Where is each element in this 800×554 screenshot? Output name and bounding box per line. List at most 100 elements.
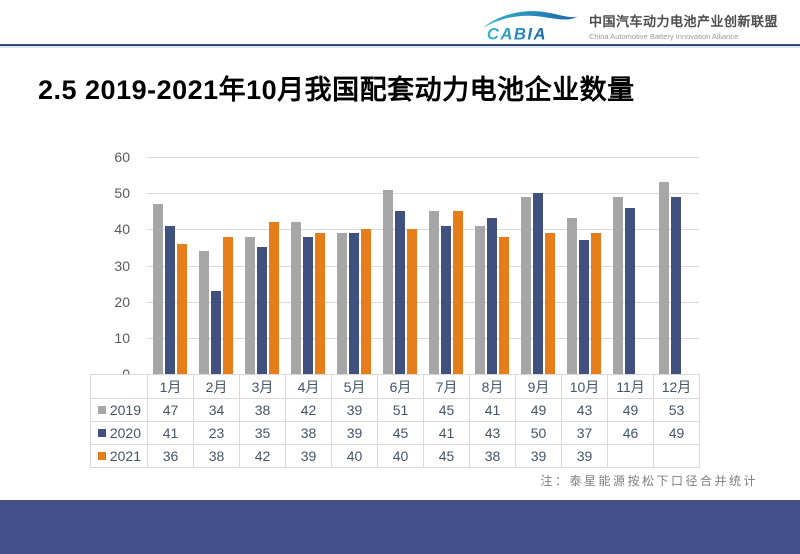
bar-group-1月 [147,157,193,374]
table-value-cell: 49 [516,399,562,422]
table-value-cell: 53 [654,399,700,422]
table-header-row: 1月 2月 3月 4月 5月 6月 7月 8月 9月 10月 11月 12月 [91,375,700,399]
month-header-cell: 11月 [608,375,654,399]
month-header-cell: 4月 [286,375,332,399]
legend-2019: 2019 [91,399,148,422]
org-names: 中国汽车动力电池产业创新联盟 China Automotive Battery … [589,11,778,41]
table-value-cell: 37 [562,422,608,445]
bar-2020-9月 [533,193,543,374]
table-value-cell: 42 [286,399,332,422]
table-value-cell: 49 [608,399,654,422]
bar-group-7月 [423,157,469,374]
month-header-cell: 2月 [194,375,240,399]
table-value-cell: 38 [286,422,332,445]
month-header-cell: 7月 [424,375,470,399]
bar-2019-5月 [337,232,347,374]
table-value-cell: 39 [286,445,332,468]
table-row-2020: 2020 41 23 35 38 39 45 41 43 50 37 46 49 [91,422,700,445]
table-value-cell: 45 [424,399,470,422]
bar-group-4月 [285,157,331,374]
month-header-cell: 8月 [470,375,516,399]
svg-text:CABIA: CABIA [487,25,547,44]
bar-2019-12月 [659,182,669,374]
bar-2020-1月 [165,225,175,374]
plot-area [147,157,699,375]
bar-2019-4月 [291,222,301,374]
bar-group-3月 [239,157,285,374]
bar-2020-6月 [395,211,405,374]
y-tick-label: 30 [114,257,130,274]
table-value-cell: 39 [332,422,378,445]
table-value-cell: 42 [240,445,286,468]
month-header-cell: 1月 [148,375,194,399]
gridline [147,193,699,195]
legend-label: 2019 [109,402,141,418]
bar-2019-1月 [153,204,163,374]
y-tick-label: 10 [114,329,130,346]
table-value-cell: 39 [332,399,378,422]
page-title: 2.5 2019-2021年10月我国配套动力电池企业数量 [38,75,635,105]
gridline [147,265,699,267]
bar-2020-4月 [303,236,313,374]
bar-group-8月 [469,157,515,374]
y-tick-label: 50 [114,185,130,202]
table-value-cell: 41 [424,422,470,445]
gridline [147,301,699,303]
org-name-en: China Automotive Battery Innovation Alli… [588,32,739,41]
bar-2019-3月 [245,236,255,374]
table-value-cell: 39 [562,445,608,468]
bar-2021-8月 [499,236,509,374]
bar-2021-2月 [223,236,233,374]
table-row-2019: 2019 47 34 38 42 39 51 45 41 49 43 49 53 [91,399,700,422]
legend-2020: 2020 [91,422,148,445]
bar-2021-6月 [407,229,417,374]
legend-swatch-icon [97,429,106,437]
bar-2020-11月 [625,207,635,374]
legend-label: 2020 [109,425,141,441]
table-value-cell: 38 [470,445,516,468]
bar-2019-8月 [475,225,485,374]
table-value-cell: 36 [148,445,194,468]
bar-group-12月 [653,157,699,374]
gridline [147,157,699,158]
bar-2020-7月 [441,225,451,374]
bar-2019-10月 [567,218,577,374]
table-value-cell: 39 [516,445,562,468]
bar-2021-5月 [361,229,371,374]
table-value-cell: 50 [516,422,562,445]
y-tick-label: 20 [114,293,130,310]
bar-group-2月 [193,157,239,374]
month-header-cell: 10月 [562,375,608,399]
table-value-cell: 38 [240,399,286,422]
bar-group-11月 [607,157,653,374]
bar-2020-3月 [257,247,267,374]
y-tick-label: 60 [114,149,130,165]
bar-2019-2月 [199,251,209,374]
footer-band [0,500,800,554]
bar-2021-3月 [269,222,279,374]
legend-swatch-icon [97,406,106,414]
bar-2019-7月 [429,211,439,374]
bar-2019-11月 [613,196,623,374]
table-value-cell: 46 [608,422,654,445]
table-value-cell: 34 [194,399,240,422]
bar-2019-6月 [383,189,393,374]
month-header-cell: 12月 [654,375,700,399]
month-header-cell: 9月 [516,375,562,399]
bar-2019-9月 [521,196,531,374]
table-value-cell: 41 [148,422,194,445]
y-axis-labels: 0102030405060 [90,149,138,382]
table-value-cell: 35 [240,422,286,445]
legend-2021: 2021 [91,445,148,468]
bar-group-10月 [561,157,607,374]
bar-2021-1月 [177,243,187,374]
month-header-cell: 6月 [378,375,424,399]
data-table: 1月 2月 3月 4月 5月 6月 7月 8月 9月 10月 11月 12月 2019 47 34 38 42 3… [90,374,700,468]
table-value-cell: 38 [194,445,240,468]
table-value-cell: 43 [562,399,608,422]
table-value-cell: 23 [194,422,240,445]
legend-label: 2021 [109,448,141,464]
bar-2020-5月 [349,232,359,374]
cabia-logo-icon: CABIA [482,11,578,44]
